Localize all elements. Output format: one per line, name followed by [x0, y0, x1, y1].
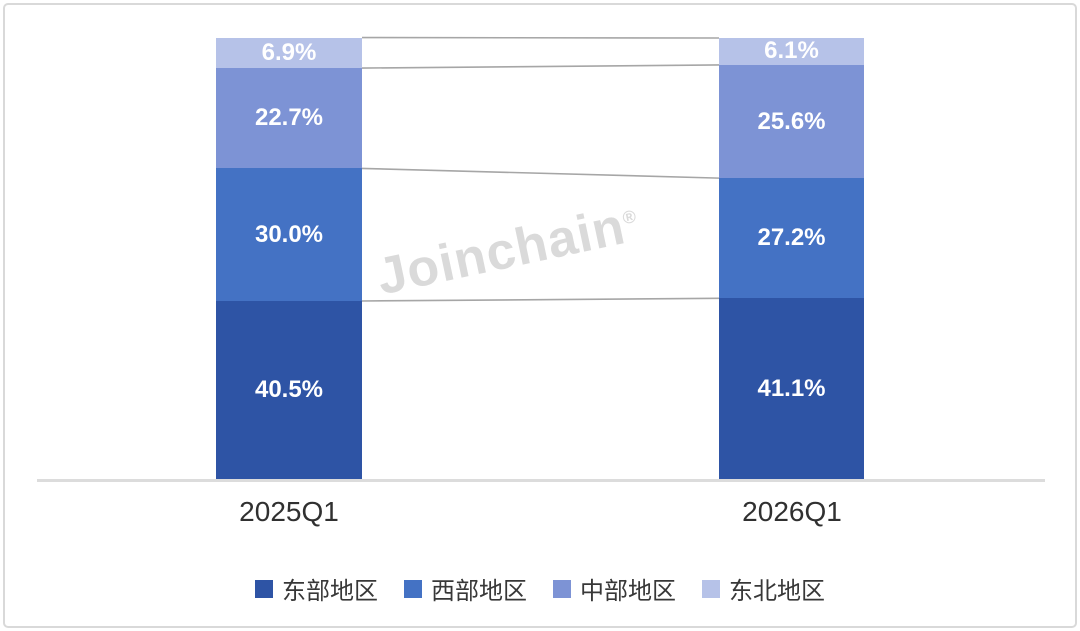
legend-item-2: 中部地区 [553, 571, 676, 606]
chart-border-frame [3, 3, 1077, 628]
segment-data-label: 30.0% [254, 220, 324, 248]
legend-swatch-icon [702, 579, 720, 598]
bar-segment-2025Q1-3: 6.9% [216, 37, 362, 69]
bar-segment-2025Q1-0: 40.5% [216, 300, 362, 480]
legend-swatch-icon [404, 579, 422, 598]
segment-data-label: 25.6% [757, 107, 826, 135]
segment-data-label: 6.9% [261, 38, 317, 66]
legend-item-0: 东部地区 [255, 571, 378, 606]
legend-label: 东北地区 [729, 578, 825, 605]
legend-label: 西部地区 [431, 578, 527, 605]
bar-segment-2025Q1-2: 22.7% [216, 68, 362, 169]
connector-line-2 [361, 64, 720, 69]
segment-data-label: 40.5% [254, 376, 324, 404]
legend-label: 中部地区 [580, 578, 676, 605]
bar-segment-2026Q1-3: 6.1% [719, 37, 864, 65]
segment-data-label: 6.1% [764, 37, 819, 65]
bar-segment-2026Q1-0: 41.1% [719, 298, 864, 480]
segment-data-label: 41.1% [757, 375, 826, 403]
x-axis-line [37, 479, 1045, 482]
legend-swatch-icon [255, 579, 273, 598]
segment-data-label: 27.2% [757, 224, 826, 252]
connector-line-1 [361, 167, 720, 179]
segment-data-label: 22.7% [254, 104, 324, 132]
legend-label: 东部地区 [282, 578, 378, 605]
x-tick-label: 2026Q1 [742, 496, 842, 527]
x-tick-label: 2025Q1 [239, 496, 339, 527]
connector-line-0 [361, 297, 720, 302]
legend-swatch-icon [553, 579, 571, 598]
legend-item-3: 东北地区 [702, 571, 825, 606]
bar-segment-2026Q1-2: 25.6% [719, 64, 864, 179]
bar-segment-2026Q1-1: 27.2% [719, 178, 864, 299]
legend-item-1: 西部地区 [404, 571, 527, 606]
legend: 东部地区 西部地区 中部地区 东北地区 [0, 571, 1080, 606]
bar-segment-2025Q1-1: 30.0% [216, 168, 362, 301]
